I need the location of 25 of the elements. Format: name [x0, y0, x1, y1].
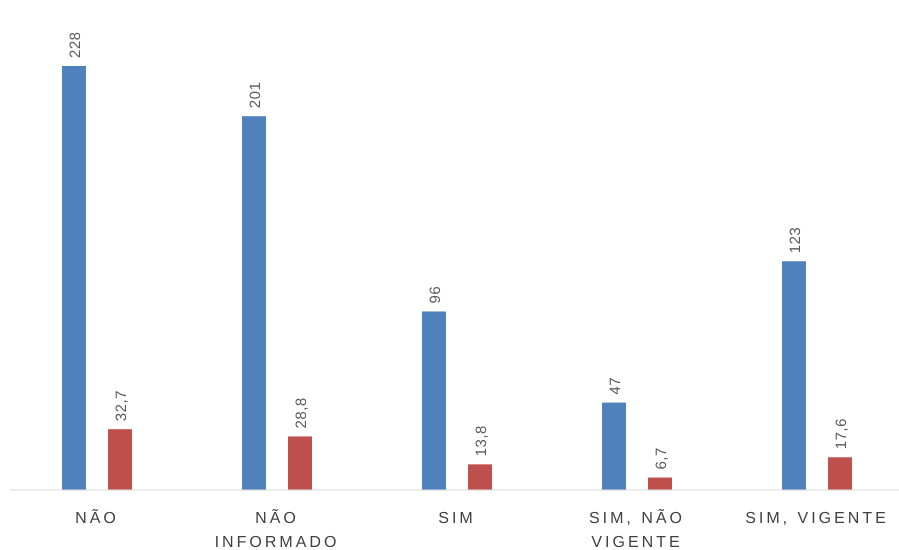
x-tick-label: NÃO [75, 508, 119, 527]
bar [288, 436, 312, 490]
data-label: 228 [67, 31, 84, 58]
data-label: 96 [427, 286, 444, 304]
x-tick-label: SIM, NÃO VIGENTE [588, 508, 686, 550]
bar [242, 116, 266, 490]
x-tick-label: NÃO INFORMADO [214, 508, 340, 550]
bar [108, 429, 132, 490]
bar [828, 457, 852, 490]
data-label: 28,8 [293, 397, 310, 428]
x-tick-label: SIM [438, 510, 476, 527]
bar [422, 311, 446, 490]
bar [468, 464, 492, 490]
bar [648, 478, 672, 490]
bar [62, 66, 86, 490]
x-tick-label: SIM, VIGENTE [745, 510, 889, 527]
data-label: 6,7 [653, 447, 670, 470]
data-label: 47 [607, 376, 624, 395]
data-label: 17,6 [833, 418, 850, 450]
data-label: 32,7 [113, 390, 130, 422]
data-label: 123 [787, 226, 804, 254]
bar [782, 261, 806, 490]
data-label: 13,8 [473, 425, 490, 456]
data-label: 201 [247, 82, 264, 108]
bar [602, 402, 626, 490]
